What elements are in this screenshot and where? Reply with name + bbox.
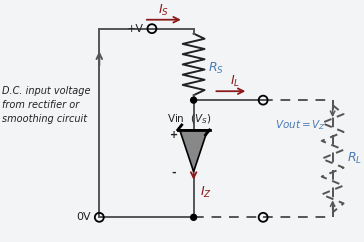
Text: $R_L$: $R_L$ [347, 151, 361, 166]
Text: +: + [170, 130, 178, 140]
Text: +V: +V [127, 24, 144, 34]
Text: $I_S$: $I_S$ [158, 3, 169, 18]
Text: $I_L$: $I_L$ [230, 74, 240, 89]
Circle shape [191, 97, 197, 103]
Text: Vin  $(V_S)$: Vin $(V_S)$ [166, 112, 211, 126]
Polygon shape [180, 130, 207, 172]
Text: -: - [171, 168, 176, 178]
Text: $I_Z$: $I_Z$ [199, 185, 211, 200]
Text: 0V: 0V [77, 212, 91, 222]
Circle shape [191, 214, 197, 220]
Text: $Vout = V_Z$: $Vout = V_Z$ [275, 118, 326, 132]
Text: $R_S$: $R_S$ [207, 61, 223, 76]
Text: D.C. input voltage
from rectifier or
smoothing circuit: D.C. input voltage from rectifier or smo… [2, 86, 91, 124]
